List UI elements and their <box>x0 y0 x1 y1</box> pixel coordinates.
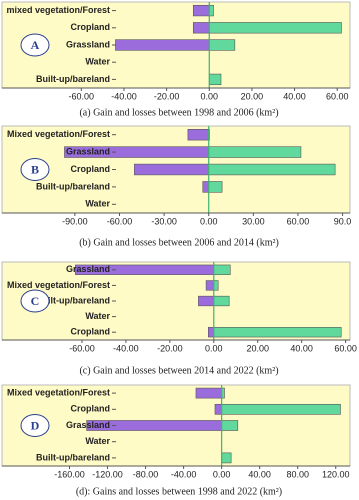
bar <box>195 387 222 399</box>
category-label: Cropland <box>71 22 111 32</box>
x-tick-label: 90.0 <box>334 216 352 226</box>
bar <box>221 403 341 415</box>
category-label: Cropland <box>71 404 111 414</box>
category-label: Mixed vegetation/Forest <box>7 387 110 397</box>
x-tick-label: -40.00 <box>113 343 139 353</box>
panel-label: D <box>31 418 40 432</box>
bar <box>192 4 210 17</box>
bar <box>208 22 342 34</box>
category-label: Grassland <box>66 264 110 274</box>
caption: (d): Gains and losses between 1998 and 2… <box>76 486 282 497</box>
x-tick-label: 0.00 <box>200 216 218 226</box>
category-label: Water <box>85 57 110 67</box>
x-tick-label: 60.00 <box>326 91 349 101</box>
x-tick-label: 30.00 <box>242 216 265 226</box>
category-label: Built-up/bareland <box>36 452 110 462</box>
category-label: Water <box>85 311 110 321</box>
category-label: Water <box>85 199 110 209</box>
bar <box>208 73 222 86</box>
panel-badge <box>20 289 50 313</box>
bar <box>134 163 210 176</box>
bar <box>221 452 232 464</box>
panel-label: B <box>31 162 39 176</box>
category-label: Built-up/bareland <box>36 74 110 84</box>
x-tick-label: -60.00 <box>69 91 95 101</box>
category-label: Water <box>85 436 110 446</box>
x-tick-label: 20.00 <box>241 91 264 101</box>
bar <box>208 39 236 51</box>
x-tick-label: 0.00 <box>200 91 218 101</box>
x-tick-label: 60.00 <box>287 216 310 226</box>
bar <box>213 264 231 275</box>
caption: (a) Gain and losses between 1998 and 200… <box>79 107 278 118</box>
x-tick-label: 80.00 <box>286 469 309 479</box>
x-tick-label: -60.00 <box>69 343 95 353</box>
panel-badge <box>20 33 50 57</box>
category-label: Grassland <box>66 146 110 156</box>
panel-badge <box>20 414 50 437</box>
x-tick-label: -80.00 <box>133 469 159 479</box>
bar <box>221 420 239 431</box>
x-tick-label: 20.00 <box>246 343 269 353</box>
bar <box>213 327 342 338</box>
category-label: Grassland <box>66 420 110 430</box>
bar <box>198 295 215 307</box>
caption: (c) Gain and losses between 2014 and 202… <box>79 365 278 376</box>
category-label: Built-up/bareland <box>36 295 110 305</box>
category-label: Mixed vegetation/Forest <box>7 280 110 290</box>
bar <box>192 22 210 34</box>
bar <box>208 146 302 158</box>
x-tick-label: 0.00 <box>205 343 223 353</box>
category-label: Mixed vegetation/Forest <box>7 129 110 139</box>
bar <box>115 39 210 51</box>
x-tick-label: -90.00 <box>62 216 88 226</box>
x-tick-label: -30.00 <box>151 216 177 226</box>
bar <box>207 327 215 338</box>
x-tick-label: -60.00 <box>107 216 133 226</box>
x-tick-label: -20.00 <box>157 343 183 353</box>
x-tick-label: -160.00 <box>54 469 85 479</box>
bar <box>208 181 223 193</box>
bar <box>213 280 219 291</box>
panel-label: C <box>31 294 40 308</box>
x-tick-label: -40.00 <box>171 469 197 479</box>
x-tick-label: 40.00 <box>283 91 306 101</box>
bar <box>202 181 210 193</box>
panel-label: A <box>31 38 40 52</box>
x-tick-label: -40.00 <box>111 91 137 101</box>
bar <box>214 403 222 415</box>
x-tick-label: 0.00 <box>213 469 231 479</box>
x-tick-label: -120.00 <box>92 469 123 479</box>
bar <box>213 295 230 307</box>
bar <box>187 129 210 141</box>
category-label: mixed vegetation/Forest <box>6 5 110 15</box>
x-tick-label: 120.00 <box>322 469 350 479</box>
category-label: Built-up/bareland <box>36 181 110 191</box>
bar <box>208 4 214 17</box>
x-tick-label: 40.00 <box>290 343 313 353</box>
category-label: Grassland <box>66 39 110 49</box>
x-tick-label: 40.00 <box>248 469 271 479</box>
plot-area <box>1 261 351 341</box>
category-label: Cropland <box>71 164 111 174</box>
x-tick-label: 60.00 <box>334 343 357 353</box>
category-label: Cropland <box>71 327 111 337</box>
bar <box>208 163 336 176</box>
bar <box>205 280 215 291</box>
x-tick-label: -20.00 <box>154 91 180 101</box>
caption: (b) Gain and losses between 2006 and 201… <box>79 237 279 248</box>
panel-badge <box>20 158 50 181</box>
